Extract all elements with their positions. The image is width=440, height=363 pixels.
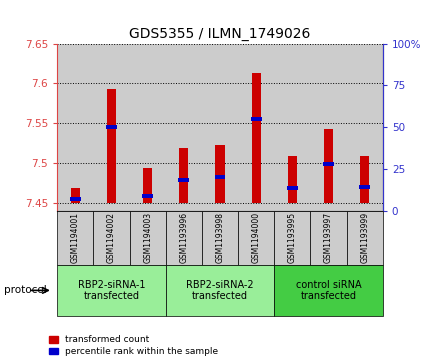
Bar <box>107 89 116 203</box>
Bar <box>70 197 81 201</box>
Bar <box>143 168 152 203</box>
Bar <box>311 44 347 211</box>
Bar <box>166 44 202 211</box>
Bar <box>106 125 117 129</box>
Bar <box>180 148 188 203</box>
Bar <box>215 175 225 179</box>
Text: GSM1194000: GSM1194000 <box>252 212 260 263</box>
Bar <box>142 194 153 198</box>
Bar <box>238 44 274 211</box>
Bar <box>324 129 333 203</box>
Bar <box>347 44 383 211</box>
Bar <box>57 265 166 316</box>
Bar <box>251 117 262 121</box>
Bar <box>274 211 311 265</box>
Bar <box>71 188 80 203</box>
Text: GSM1194001: GSM1194001 <box>71 212 80 263</box>
Bar <box>202 44 238 211</box>
Bar <box>57 44 93 211</box>
Text: GSM1193998: GSM1193998 <box>216 212 224 263</box>
Bar <box>274 44 311 211</box>
Bar <box>238 44 274 211</box>
Text: GSM1194002: GSM1194002 <box>107 212 116 263</box>
Legend: transformed count, percentile rank within the sample: transformed count, percentile rank withi… <box>48 335 218 356</box>
Bar <box>311 211 347 265</box>
Bar <box>323 162 334 166</box>
Bar <box>347 44 383 211</box>
Bar <box>129 44 166 211</box>
Bar <box>311 44 347 211</box>
Text: GSM1193997: GSM1193997 <box>324 212 333 263</box>
Bar <box>178 178 189 182</box>
Text: GSM1193996: GSM1193996 <box>180 212 188 263</box>
Title: GDS5355 / ILMN_1749026: GDS5355 / ILMN_1749026 <box>129 27 311 41</box>
Bar <box>57 211 93 265</box>
Bar <box>274 265 383 316</box>
Bar <box>166 211 202 265</box>
Bar <box>359 185 370 189</box>
Bar <box>360 156 369 203</box>
Bar <box>57 44 93 211</box>
Text: protocol: protocol <box>4 285 47 295</box>
Bar <box>238 211 274 265</box>
Bar <box>202 211 238 265</box>
Text: GSM1193995: GSM1193995 <box>288 212 297 263</box>
Bar <box>93 44 129 211</box>
Bar <box>274 44 311 211</box>
Text: GSM1193999: GSM1193999 <box>360 212 369 263</box>
Bar <box>93 211 129 265</box>
Bar <box>93 44 129 211</box>
Bar <box>252 73 260 203</box>
Bar <box>202 44 238 211</box>
Bar <box>166 44 202 211</box>
Bar <box>129 44 166 211</box>
Text: RBP2-siRNA-1
transfected: RBP2-siRNA-1 transfected <box>78 280 145 301</box>
Bar <box>347 211 383 265</box>
Bar <box>288 156 297 203</box>
Text: control siRNA
transfected: control siRNA transfected <box>296 280 361 301</box>
Bar <box>287 186 298 190</box>
Bar <box>166 265 274 316</box>
Bar <box>129 211 166 265</box>
Bar <box>216 144 224 203</box>
Text: RBP2-siRNA-2
transfected: RBP2-siRNA-2 transfected <box>186 280 254 301</box>
Text: GSM1194003: GSM1194003 <box>143 212 152 263</box>
